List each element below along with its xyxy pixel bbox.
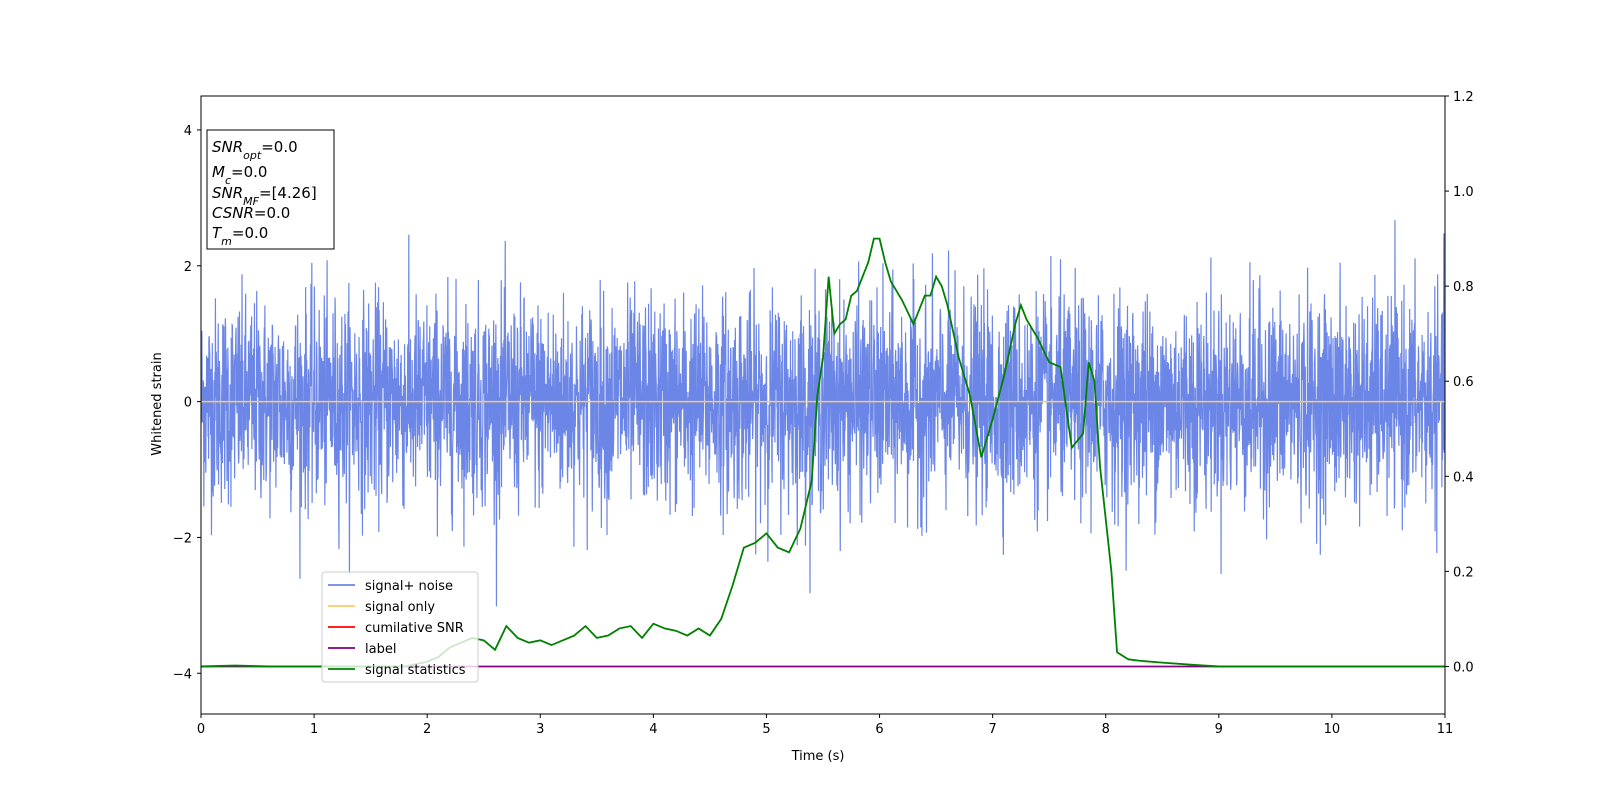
y2-tick-label: 0.0	[1453, 660, 1474, 675]
legend: signal+ noise signal only cumilative SNR la…	[321, 571, 479, 683]
x-tick-label: 2	[423, 722, 431, 737]
x-tick-label: 1	[310, 722, 318, 737]
y2-tick-label: 1.2	[1453, 90, 1474, 105]
x-tick-label: 5	[762, 722, 770, 737]
x-tick-label: 3	[536, 722, 544, 737]
annotation-line-4: CSNR=0.0	[212, 204, 290, 222]
y2-tick-label: 0.6	[1453, 375, 1474, 390]
stats-annotation-box: SNRopt=0.0 Mc=0.0 SNRMF=[4.26] CSNR=0.0 …	[206, 129, 335, 250]
x-tick-label: 0	[197, 722, 205, 737]
annotation-line-2: Mc=0.0	[212, 163, 267, 187]
legend-entry: signal statistics	[365, 663, 466, 678]
legend-entry: signal+ noise	[365, 579, 453, 594]
x-tick-label: 6	[875, 722, 883, 737]
y-tick-label: 4	[184, 124, 192, 139]
x-axis-label: Time (s)	[791, 749, 845, 764]
y2-tick-label: 1.0	[1453, 185, 1474, 200]
x-tick-label: 9	[1215, 722, 1223, 737]
y-tick-label: −2	[173, 531, 192, 546]
y-axis-label: Whitened strain	[150, 352, 165, 455]
x-tick-label: 7	[988, 722, 996, 737]
y-tick-label: 2	[184, 260, 192, 275]
plot-frame	[200, 95, 1446, 715]
x-tick-label: 4	[649, 722, 657, 737]
series-signal-noise-line	[201, 220, 1445, 607]
legend-entry: signal only	[365, 600, 435, 615]
axes: 0 1 2 3 4 5 6 7 8 9 10 11 4 2 0 −2 −4 1.2 1.0 0.8 0.6 0.4 0.2 0…	[173, 90, 1474, 737]
annotation-line-5: Tm=0.0	[212, 224, 268, 248]
y-tick-label: −4	[173, 667, 192, 682]
legend-entry: cumilative SNR	[365, 621, 464, 636]
y2-tick-label: 0.4	[1453, 470, 1474, 485]
y2-tick-label: 0.2	[1453, 565, 1474, 580]
annotation-line-3: SNRMF=[4.26]	[212, 184, 317, 208]
y-tick-label: 0	[184, 396, 192, 411]
legend-entry: label	[365, 642, 396, 657]
x-tick-label: 8	[1102, 722, 1110, 737]
x-tick-label: 10	[1324, 722, 1341, 737]
x-tick-label: 11	[1437, 722, 1454, 737]
annotation-line-1: SNRopt=0.0	[212, 138, 298, 162]
series-signal-statistics-line	[201, 237, 1445, 668]
y2-tick-label: 0.8	[1453, 280, 1474, 295]
